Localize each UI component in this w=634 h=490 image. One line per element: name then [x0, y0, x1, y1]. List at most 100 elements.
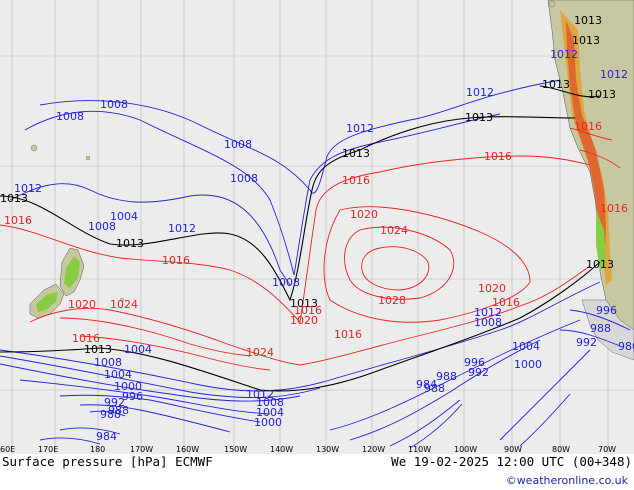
isobar-label: 1016 — [484, 150, 512, 163]
isobar-label: 1020 — [68, 298, 96, 311]
isobar-label: 1013 — [574, 14, 602, 27]
isobar-label: 1013 — [290, 297, 318, 310]
isobar-label: 1012 — [466, 86, 494, 99]
forecast-timestamp: We 19-02-2025 12:00 UTC (00+348) — [391, 454, 632, 469]
isobar-label: 1012 — [474, 306, 502, 319]
isobar-label: 1013 — [465, 111, 493, 124]
isobar-label: 1008 — [88, 220, 116, 233]
isobar-label: 1008 — [272, 276, 300, 289]
isobar-label: 992 — [468, 366, 489, 379]
longitude-label: 60E — [0, 445, 15, 454]
longitude-label: 140W — [270, 445, 293, 454]
isobar-label: 1016 — [600, 202, 628, 215]
longitude-label: 110W — [408, 445, 431, 454]
longitude-label: 70W — [598, 445, 616, 454]
isobar-label: 980 — [618, 340, 634, 353]
isobar-label: 1028 — [378, 294, 406, 307]
isobar-label: 1016 — [334, 328, 362, 341]
longitude-label: 90W — [504, 445, 522, 454]
isobar-label: 992 — [104, 396, 125, 409]
isobar-label: 1012 — [14, 182, 42, 195]
isobar-label: 1024 — [380, 224, 408, 237]
isobar-label: 1016 — [162, 254, 190, 267]
isobar-label: 1004 — [512, 340, 540, 353]
isobar-label: 1012 — [600, 68, 628, 81]
isobar-label: 1013 — [586, 258, 614, 271]
isobar-label: 1024 — [246, 346, 274, 359]
isobar-label: 1008 — [56, 110, 84, 123]
andes-ridge — [566, 20, 606, 262]
chile-coast-green — [596, 210, 606, 272]
isobar-label: 1004 — [104, 368, 132, 381]
isobar-label: 996 — [596, 304, 617, 317]
isobar-label: 1016 — [72, 332, 100, 345]
isobar-label: 1008 — [224, 138, 252, 151]
isobar-label: 1024 — [110, 298, 138, 311]
isobar-label: 1004 — [256, 406, 284, 419]
isobar-label: 1000 — [114, 380, 142, 393]
isobar-label: 988 — [590, 322, 611, 335]
longitude-label: 170W — [130, 445, 153, 454]
isobar-label: 1008 — [474, 316, 502, 329]
isobar-label: 1013 — [572, 34, 600, 47]
new-zealand-north-green — [64, 256, 80, 288]
island-fiji — [30, 144, 38, 152]
longitude-label: 120W — [362, 445, 385, 454]
isobar-label: 988 — [424, 382, 445, 395]
isobar-label: 1000 — [254, 416, 282, 429]
isobar-label: 1016 — [342, 174, 370, 187]
isobar-label: 1012 — [550, 48, 578, 61]
reference-isobars — [0, 85, 601, 392]
new-zealand-south-green — [36, 292, 58, 312]
isobar-label: 1020 — [478, 282, 506, 295]
map-footer: Surface pressure [hPa] ECMWF We 19-02-20… — [0, 454, 634, 490]
longitude-label: 100W — [454, 445, 477, 454]
isobar-label: 1012 — [246, 388, 274, 401]
map-title: Surface pressure [hPa] ECMWF — [2, 454, 213, 469]
longitude-label: 170E — [38, 445, 58, 454]
longitude-label: 150W — [224, 445, 247, 454]
island-tonga — [85, 155, 91, 161]
map-canvas: 1008 1008 1008 1008 1012 1012 1004 1008 … — [0, 0, 634, 454]
isobar-label: 1004 — [110, 210, 138, 223]
pressure-map: 1008 1008 1008 1008 1012 1012 1004 1008 … — [0, 0, 634, 454]
island-chatham — [120, 298, 124, 302]
credit-link[interactable]: ©weatheronline.co.uk — [505, 474, 628, 487]
isobar-label: 1020 — [350, 208, 378, 221]
isobar-label: 1012 — [168, 222, 196, 235]
isobar-label: 1016 — [492, 296, 520, 309]
longitude-label: 130W — [316, 445, 339, 454]
isobar-label: 988 — [108, 404, 129, 417]
isobar-label: 1008 — [256, 396, 284, 409]
longitude-label: 160W — [176, 445, 199, 454]
isobar-label: 1004 — [124, 343, 152, 356]
land-masses — [29, 0, 634, 361]
isobar-label: 1013 — [342, 147, 370, 160]
isobar-label: 1016 — [294, 304, 322, 317]
isobar-label: 1008 — [230, 172, 258, 185]
longitude-label: 180 — [90, 445, 105, 454]
isobar-label: 1008 — [94, 356, 122, 369]
high-pressure-isobars — [0, 127, 621, 371]
isobar-label: 1013 — [542, 78, 570, 91]
longitude-label: 80W — [552, 445, 570, 454]
longitude-axis: 60E 170E 180 170W 160W 150W 140W 130W 12… — [0, 445, 616, 454]
isobar-label: 1013 — [84, 343, 112, 356]
isobar-label: 1000 — [514, 358, 542, 371]
isobar-label: 1008 — [100, 98, 128, 111]
isobar-label: 1020 — [290, 314, 318, 327]
island-galapagos — [548, 0, 556, 8]
isobar-label: 1012 — [346, 122, 374, 135]
isobar-label: 988 — [436, 370, 457, 383]
isobar-label: 984 — [416, 378, 437, 391]
isobar-label: 1013 — [116, 237, 144, 250]
low-pressure-isobars — [0, 79, 631, 449]
isobar-label: 984 — [96, 430, 117, 443]
isobar-label: 1016 — [574, 120, 602, 133]
isobar-label: 992 — [576, 336, 597, 349]
isobar-label: 1016 — [4, 214, 32, 227]
isobar-label: 996 — [464, 356, 485, 369]
isobar-label: 1013 — [588, 88, 616, 101]
isobar-label: 996 — [122, 390, 143, 403]
isobar-label: 1013 — [0, 192, 28, 205]
